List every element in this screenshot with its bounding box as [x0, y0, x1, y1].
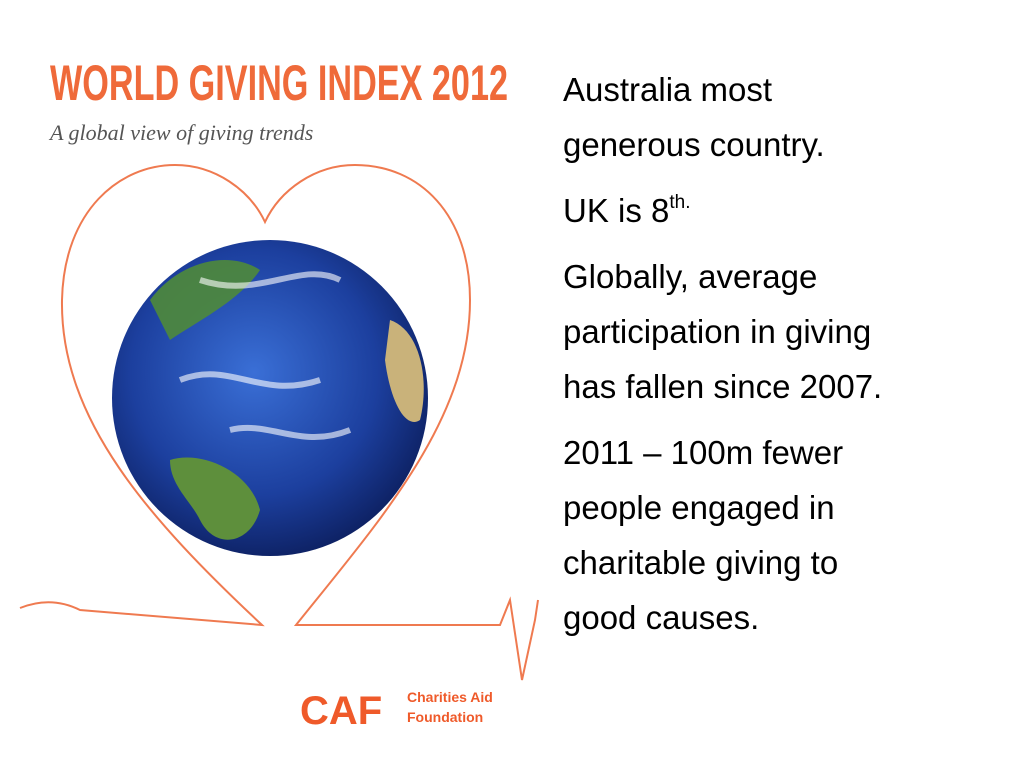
logo-name: Foundation — [407, 709, 483, 725]
paragraph: UK is 8th. — [563, 183, 1013, 238]
text: generous country. — [563, 126, 825, 163]
text: Australia most — [563, 71, 773, 108]
text-block: Australia most generous country. UK is 8th… — [563, 62, 1013, 656]
text: charitable giving to — [563, 544, 839, 581]
logo-name: Charities Aid — [407, 689, 493, 705]
text-line: Australia most — [563, 62, 1013, 117]
text-line: 2011 – 100m fewer — [563, 425, 1013, 480]
superscript: th. — [669, 192, 691, 213]
cover-subtitle: A global view of giving trends — [48, 120, 313, 145]
land — [170, 457, 260, 540]
paragraph: Globally, average participation in giving… — [563, 249, 1013, 414]
text-line: good causes. — [563, 590, 1013, 645]
land — [385, 320, 424, 422]
cover-title: WORLD GIVING INDEX 2012 — [50, 55, 508, 111]
text: good causes. — [563, 599, 760, 636]
land — [150, 260, 260, 340]
text: Globally, average — [563, 258, 818, 295]
text: has fallen since 2007. — [563, 368, 883, 405]
text: UK is 8 — [563, 192, 670, 229]
heart-outline — [19, 163, 539, 681]
text-line: UK is 8th. — [563, 183, 1013, 238]
text: people engaged in — [563, 489, 835, 526]
text-line: Globally, average — [563, 249, 1013, 304]
text: participation in giving — [563, 313, 872, 350]
paragraph: 2011 – 100m fewer people engaged in charit… — [563, 425, 1013, 645]
text-line: has fallen since 2007. — [563, 359, 1013, 414]
text-line: generous country. — [563, 117, 1013, 172]
paragraph: Australia most generous country. — [563, 62, 1013, 172]
logo-acronym: CAF — [300, 689, 382, 733]
cover-image: WORLD GIVING INDEX 2012 A global view of… — [19, 55, 539, 733]
globe — [112, 240, 428, 556]
text-line: participation in giving — [563, 304, 1013, 359]
text-line: charitable giving to — [563, 535, 1013, 590]
text-line: people engaged in — [563, 480, 1013, 535]
text: 2011 – 100m fewer — [563, 434, 844, 471]
clouds — [178, 271, 352, 441]
